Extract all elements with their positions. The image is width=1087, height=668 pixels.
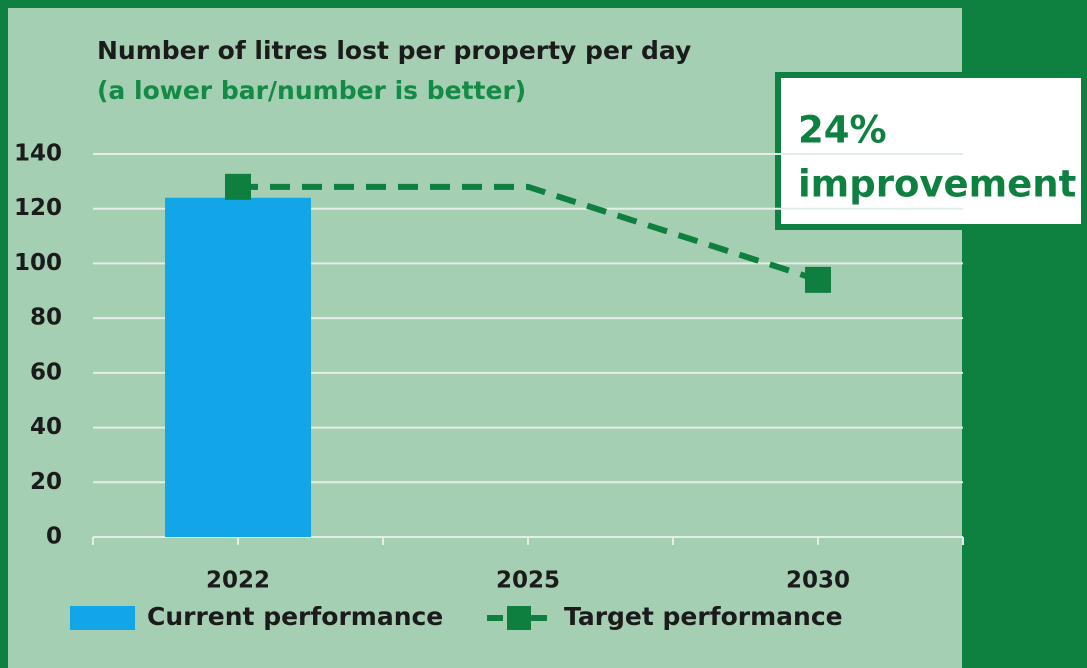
- y-tick-label: 120: [14, 195, 62, 221]
- legend-swatch: [70, 606, 135, 630]
- x-tick-label: 2025: [496, 568, 560, 594]
- x-tick-label: 2022: [206, 568, 270, 594]
- target-marker: [225, 173, 251, 200]
- y-tick-label: 80: [30, 305, 62, 331]
- x-tick-label: 2030: [786, 568, 850, 594]
- target-line: [238, 183, 819, 283]
- y-tick-label: 20: [30, 469, 62, 495]
- callout-text: 24%: [798, 109, 887, 152]
- legend-label: Target performance: [564, 602, 843, 631]
- legend-label: Current performance: [147, 602, 443, 631]
- callout-text: improvement: [798, 163, 1076, 206]
- bar: [165, 197, 311, 537]
- y-tick-label: 40: [30, 414, 62, 440]
- target-marker: [805, 266, 831, 293]
- callout-box: [775, 72, 1087, 230]
- y-tick-label: 140: [14, 141, 62, 167]
- chart-title: Number of litres lost per property per d…: [97, 36, 691, 65]
- chart-subtitle: (a lower bar/number is better): [97, 76, 526, 105]
- y-tick-label: 60: [30, 359, 62, 385]
- y-tick-label: 100: [14, 250, 62, 276]
- legend-swatch: [507, 606, 531, 630]
- y-tick-label: 0: [46, 524, 62, 550]
